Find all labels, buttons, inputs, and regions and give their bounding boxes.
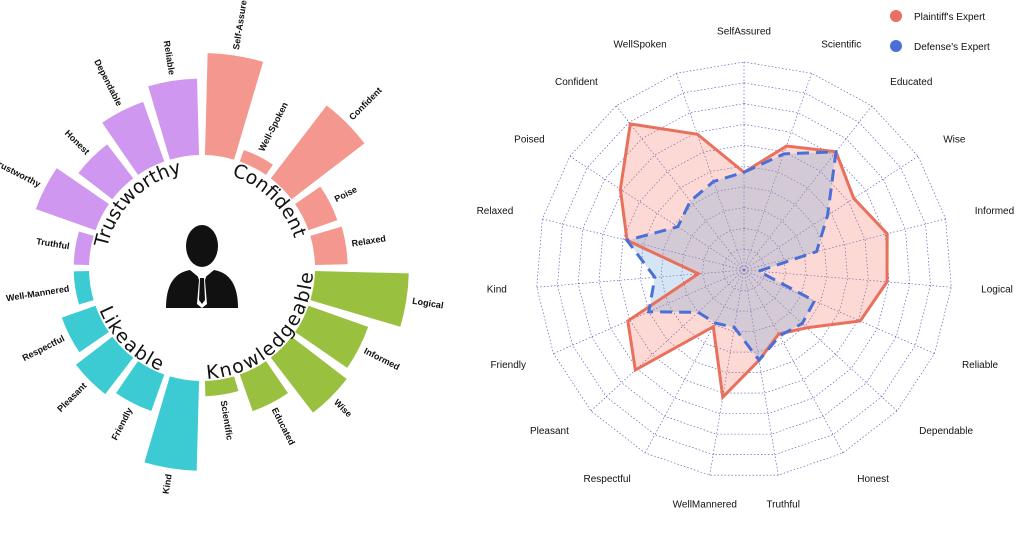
bar-label-relaxed: Relaxed xyxy=(351,233,387,248)
bar-well-spoken xyxy=(239,149,273,175)
legend-label-defense: Defense's Expert xyxy=(914,42,990,53)
axis-label-confident: Confident xyxy=(555,77,598,88)
bar-friendly xyxy=(116,361,165,412)
bar-label-educated: Educated xyxy=(270,406,297,447)
bar-logical xyxy=(310,270,409,327)
bar-label-trustworthy: Trustworthy xyxy=(0,157,42,189)
bar-trustworthy xyxy=(35,168,109,231)
axis-label-wellspoken: WellSpoken xyxy=(614,40,667,51)
axis-label-kind: Kind xyxy=(487,284,507,295)
bar-label-truthful: Truthful xyxy=(36,236,71,251)
bar-educated xyxy=(239,361,288,412)
circular-bar-chart: Self-Assured Well-Spoken Confident Poise Rel… xyxy=(0,0,444,495)
axis-label-wise: Wise xyxy=(943,134,966,145)
bar-label-dependable: Dependable xyxy=(92,58,124,108)
bar-label-informed: Informed xyxy=(362,346,401,372)
axis-label-truthful: Truthful xyxy=(766,499,800,510)
grid-ring xyxy=(598,124,890,414)
bar-label-wise: Wise xyxy=(332,397,354,419)
axis-label-pleasant: Pleasant xyxy=(530,426,569,437)
axis-label-wellmannered: WellMannered xyxy=(673,499,737,510)
person-icon xyxy=(166,225,238,308)
grid-ring xyxy=(660,186,828,353)
bar-confident xyxy=(270,105,365,200)
axis-label-educated: Educated xyxy=(890,77,932,88)
grid-ring xyxy=(722,248,766,291)
bar-kind xyxy=(144,376,200,471)
axis-label-informed: Informed xyxy=(975,206,1014,217)
series-area-defense-s-expert xyxy=(627,151,836,361)
axis-label-logical: Logical xyxy=(981,284,1013,295)
bar-well-mannered xyxy=(73,270,94,305)
bar-pleasant xyxy=(75,336,134,395)
legend-swatch-defense xyxy=(890,40,902,52)
bar-respectful xyxy=(61,305,109,353)
bar-label-respectful: Respectful xyxy=(21,333,67,363)
bar-dependable xyxy=(102,101,165,175)
axis-label-poised: Poised xyxy=(514,134,545,145)
bar-label-well-spoken: Well-Spoken xyxy=(257,101,290,154)
bar-label-confident: Confident xyxy=(347,85,384,122)
bar-label-friendly: Friendly xyxy=(109,406,134,442)
bar-honest xyxy=(78,144,134,200)
radar-chart: SelfAssured Scientific Educated Wise Informe… xyxy=(477,27,1015,511)
bar-label-well-mannered: Well-Mannered xyxy=(5,283,70,303)
axis-label-honest: Honest xyxy=(857,474,889,485)
bar-reliable xyxy=(148,78,200,160)
bar-scientific xyxy=(204,376,239,397)
bar-label-reliable: Reliable xyxy=(162,40,177,76)
bar-label-kind: Kind xyxy=(161,473,174,494)
grid-ring xyxy=(557,82,931,455)
bar-self-assured xyxy=(204,53,264,160)
bar-wise xyxy=(270,336,347,413)
grid-ring xyxy=(702,228,786,312)
bar-truthful xyxy=(73,231,94,266)
axis-label-dependable: Dependable xyxy=(919,426,973,437)
series-line-defense-s-expert xyxy=(624,150,838,363)
bar-informed xyxy=(295,305,369,368)
legend-label-plaintiff: Plaintiff's Expert xyxy=(914,12,985,23)
bar-label-honest: Honest xyxy=(63,128,92,157)
bar-poise xyxy=(295,186,338,231)
axis-label-respectful: Respectful xyxy=(583,474,630,485)
radar-legend: Plaintiff's Expert Defense's Expert xyxy=(890,10,990,53)
bar-label-pleasant: Pleasant xyxy=(55,381,88,414)
inner-disk xyxy=(89,155,315,381)
bar-label-logical: Logical xyxy=(412,296,445,311)
legend-swatch-plaintiff xyxy=(890,10,902,22)
series-line-plaintiff-s-expert xyxy=(618,122,889,401)
axis-label-relaxed: Relaxed xyxy=(477,206,514,217)
bar-label-scientific: Scientific xyxy=(219,400,235,441)
series-area-plaintiff-s-expert xyxy=(620,123,888,398)
bar-label-self-assured: Self-Assured xyxy=(231,0,250,50)
bar-label-poise: Poise xyxy=(333,184,359,204)
axis-label-friendly: Friendly xyxy=(490,360,526,371)
axis-label-scientific: Scientific xyxy=(821,40,861,51)
bar-relaxed xyxy=(310,226,348,266)
axis-label-reliable: Reliable xyxy=(962,360,999,371)
axis-label-selfassured: SelfAssured xyxy=(717,27,771,38)
grid-ring xyxy=(619,144,869,394)
